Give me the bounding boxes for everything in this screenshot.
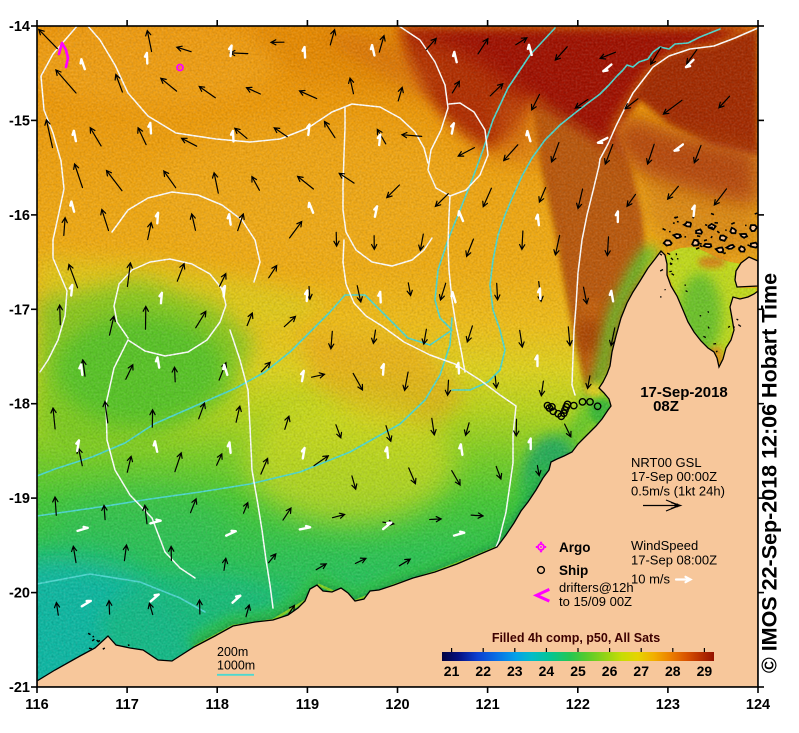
svg-text:24: 24 — [539, 663, 555, 679]
svg-text:-14: -14 — [9, 19, 30, 35]
svg-text:-21: -21 — [9, 680, 30, 696]
svg-text:17-Sep 00:00Z: 17-Sep 00:00Z — [631, 469, 717, 484]
svg-text:© IMOS 22-Sep-2018 12:06 Hobar: © IMOS 22-Sep-2018 12:06 Hobart Time — [758, 273, 782, 673]
svg-text:0.5m/s (1kt 24h): 0.5m/s (1kt 24h) — [631, 484, 725, 499]
svg-text:117: 117 — [115, 697, 138, 713]
svg-text:17-Sep 08:00Z: 17-Sep 08:00Z — [631, 553, 717, 568]
svg-text:22: 22 — [475, 663, 491, 679]
svg-text:Ship: Ship — [559, 563, 588, 578]
svg-text:116: 116 — [25, 697, 48, 713]
svg-text:121: 121 — [475, 697, 499, 713]
svg-text:122: 122 — [566, 697, 590, 713]
svg-text:25: 25 — [570, 663, 586, 679]
svg-text:drifters@12h: drifters@12h — [559, 580, 634, 595]
svg-text:123: 123 — [656, 697, 680, 713]
svg-text:08Z: 08Z — [653, 398, 679, 415]
svg-text:to 15/09 00Z: to 15/09 00Z — [559, 594, 632, 609]
svg-text:-17: -17 — [9, 302, 30, 318]
svg-text:27: 27 — [633, 663, 649, 679]
svg-text:-15: -15 — [9, 113, 30, 129]
svg-text:Argo: Argo — [559, 540, 591, 555]
svg-text:21: 21 — [444, 663, 460, 679]
svg-text:-18: -18 — [9, 397, 30, 413]
svg-text:-16: -16 — [9, 208, 30, 224]
svg-text:118: 118 — [205, 697, 228, 713]
svg-text:28: 28 — [665, 663, 681, 679]
svg-text:NRT00 GSL: NRT00 GSL — [631, 455, 702, 470]
svg-text:-19: -19 — [9, 491, 30, 507]
svg-text:200m: 200m — [217, 645, 248, 659]
svg-text:120: 120 — [385, 697, 409, 713]
svg-text:23: 23 — [507, 663, 523, 679]
svg-text:124: 124 — [746, 697, 770, 713]
svg-text:29: 29 — [697, 663, 713, 679]
svg-text:119: 119 — [296, 697, 319, 713]
svg-text:WindSpeed: WindSpeed — [631, 538, 698, 553]
svg-text:Filled 4h comp, p50, All Sats: Filled 4h comp, p50, All Sats — [492, 631, 660, 645]
svg-text:26: 26 — [602, 663, 618, 679]
svg-text:10 m/s: 10 m/s — [631, 572, 671, 587]
svg-text:-20: -20 — [9, 586, 30, 602]
svg-text:1000m: 1000m — [217, 659, 255, 673]
